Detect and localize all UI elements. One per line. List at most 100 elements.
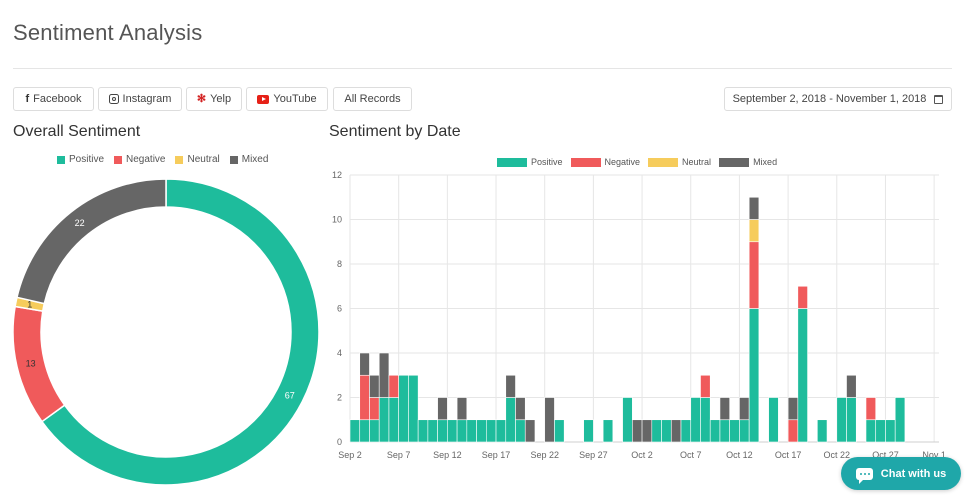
bar-positive-sep-11[interactable]: [437, 419, 448, 443]
bar-positive-sep-6[interactable]: [388, 397, 399, 443]
x-tick-label: Sep 7: [387, 450, 411, 460]
bar-negative-oct-17[interactable]: [787, 419, 799, 443]
bar-negative-oct-18[interactable]: [797, 285, 808, 309]
bar-mixed-oct-10[interactable]: [719, 397, 730, 421]
bar-mixed-sep-22[interactable]: [544, 397, 555, 443]
bar-positive-oct-20[interactable]: [817, 419, 828, 443]
bar-positive-oct-10[interactable]: [719, 419, 730, 443]
bar-positive-oct-12[interactable]: [739, 419, 750, 443]
bar-legend-item-positive[interactable]: Positive: [497, 157, 563, 167]
donut-legend-item-positive[interactable]: Positive: [57, 154, 104, 165]
bar-positive-sep-28[interactable]: [602, 419, 614, 443]
bar-negative-sep-3[interactable]: [359, 374, 370, 421]
y-tick-label: 4: [337, 348, 342, 358]
bar-mixed-sep-20[interactable]: [524, 419, 536, 443]
bar-mixed-sep-3[interactable]: [359, 352, 370, 376]
yelp-filter-button[interactable]: ✻ Yelp: [186, 87, 242, 111]
bar-mixed-oct-12[interactable]: [739, 397, 750, 421]
donut-value-label-mixed: 22: [75, 218, 85, 228]
x-tick-label: Sep 17: [482, 450, 511, 460]
bar-positive-oct-15[interactable]: [768, 397, 779, 443]
youtube-filter-button[interactable]: YouTube: [246, 87, 328, 111]
bar-positive-sep-10[interactable]: [427, 419, 438, 443]
bar-legend-item-negative[interactable]: Negative: [570, 157, 640, 167]
date-range-picker[interactable]: September 2, 2018 - November 1, 2018: [724, 87, 952, 111]
bar-mixed-oct-5[interactable]: [670, 419, 682, 443]
bar-mixed-oct-17[interactable]: [787, 397, 799, 421]
bar-positive-oct-4[interactable]: [661, 419, 672, 443]
bar-mixed-sep-18[interactable]: [505, 374, 516, 398]
bar-legend-item-mixed[interactable]: Mixed: [719, 157, 777, 167]
bar-positive-sep-14[interactable]: [466, 419, 477, 443]
bar-mixed-oct-1[interactable]: [632, 419, 643, 443]
bar-positive-sep-7[interactable]: [398, 374, 409, 443]
bar-negative-sep-4[interactable]: [369, 397, 380, 421]
bar-mixed-sep-5[interactable]: [378, 352, 390, 398]
bar-mixed-oct-2[interactable]: [641, 419, 653, 443]
bar-positive-sep-3[interactable]: [359, 419, 370, 443]
sentiment-by-date-title: Sentiment by Date: [329, 123, 461, 140]
bar-positive-sep-8[interactable]: [408, 374, 419, 443]
bar-positive-sep-9[interactable]: [417, 419, 429, 443]
bar-neutral-oct-13[interactable]: [748, 219, 760, 243]
bar-positive-oct-8[interactable]: [700, 397, 711, 443]
donut-legend-item-mixed[interactable]: Mixed: [229, 154, 268, 165]
calendar-icon: [934, 94, 944, 104]
all-records-button[interactable]: All Records: [333, 87, 412, 111]
donut-slice-positive[interactable]: [40, 178, 320, 486]
bar-positive-oct-11[interactable]: [729, 419, 740, 443]
bar-positive-oct-22[interactable]: [836, 397, 847, 443]
bar-positive-sep-2[interactable]: [349, 419, 361, 443]
bar-negative-oct-25[interactable]: [865, 397, 877, 421]
bar-positive-sep-19[interactable]: [515, 419, 526, 443]
bar-positive-oct-6[interactable]: [680, 419, 692, 443]
bar-positive-sep-12[interactable]: [447, 419, 458, 443]
bar-positive-sep-5[interactable]: [378, 397, 390, 443]
bar-positive-sep-16[interactable]: [485, 419, 497, 443]
facebook-filter-label: Facebook: [33, 93, 82, 105]
instagram-filter-button[interactable]: Instagram: [98, 87, 182, 111]
x-tick-label: Sep 12: [433, 450, 462, 460]
bar-negative-sep-6[interactable]: [388, 374, 399, 398]
bar-positive-oct-28[interactable]: [894, 397, 906, 443]
bar-legend-swatch-mixed: [719, 157, 750, 167]
bar-mixed-sep-19[interactable]: [515, 397, 526, 421]
bar-mixed-sep-11[interactable]: [437, 397, 448, 421]
bar-negative-oct-13[interactable]: [748, 241, 760, 309]
facebook-filter-button[interactable]: f Facebook: [13, 87, 94, 111]
bar-negative-oct-8[interactable]: [700, 374, 711, 398]
donut-legend-item-negative[interactable]: Negative: [114, 154, 165, 165]
bar-positive-sep-18[interactable]: [505, 397, 516, 443]
bar-positive-sep-30[interactable]: [622, 397, 633, 443]
bar-positive-oct-9[interactable]: [709, 419, 721, 443]
bar-legend-item-neutral[interactable]: Neutral: [648, 157, 711, 167]
donut-legend-item-neutral[interactable]: Neutral: [175, 154, 220, 165]
bar-positive-oct-26[interactable]: [875, 419, 886, 443]
bar-positive-oct-7[interactable]: [690, 397, 701, 443]
donut-slice-negative[interactable]: [12, 305, 66, 423]
bar-positive-sep-13[interactable]: [456, 419, 468, 443]
bar-mixed-sep-13[interactable]: [456, 397, 468, 421]
bar-positive-oct-25[interactable]: [865, 419, 877, 443]
bar-positive-sep-23[interactable]: [554, 419, 565, 443]
bar-mixed-oct-13[interactable]: [748, 196, 760, 220]
bar-positive-oct-23[interactable]: [846, 397, 857, 443]
chat-with-us-button[interactable]: Chat with us: [841, 457, 961, 490]
donut-slice-mixed[interactable]: [16, 178, 167, 305]
bar-positive-oct-13[interactable]: [748, 308, 760, 443]
bar-positive-sep-4[interactable]: [369, 419, 380, 443]
bar-positive-sep-15[interactable]: [476, 419, 487, 443]
donut-legend: Positive Negative Neutral Mixed: [57, 154, 268, 165]
donut-value-label-neutral: 1: [27, 300, 32, 310]
donut-value-label-positive: 67: [285, 390, 295, 400]
donut-legend-swatch-positive: [57, 155, 65, 164]
bar-positive-oct-18[interactable]: [797, 308, 808, 443]
bar-positive-sep-26[interactable]: [583, 419, 594, 443]
youtube-filter-label: YouTube: [273, 93, 317, 105]
bar-mixed-oct-23[interactable]: [846, 374, 857, 398]
chat-bubble-icon: [855, 467, 873, 484]
bar-positive-sep-17[interactable]: [495, 419, 507, 443]
bar-positive-oct-3[interactable]: [651, 419, 662, 443]
bar-mixed-sep-4[interactable]: [369, 374, 380, 398]
bar-positive-oct-27[interactable]: [885, 419, 896, 443]
